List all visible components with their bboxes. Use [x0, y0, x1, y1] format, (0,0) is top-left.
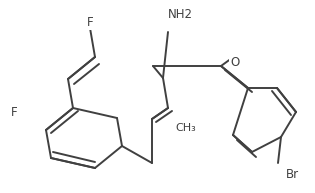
- Text: CH₃: CH₃: [175, 123, 196, 133]
- Text: O: O: [230, 57, 240, 69]
- Text: Br: Br: [286, 168, 299, 181]
- Text: NH2: NH2: [168, 8, 193, 20]
- Text: F: F: [87, 15, 93, 29]
- Text: F: F: [11, 106, 17, 119]
